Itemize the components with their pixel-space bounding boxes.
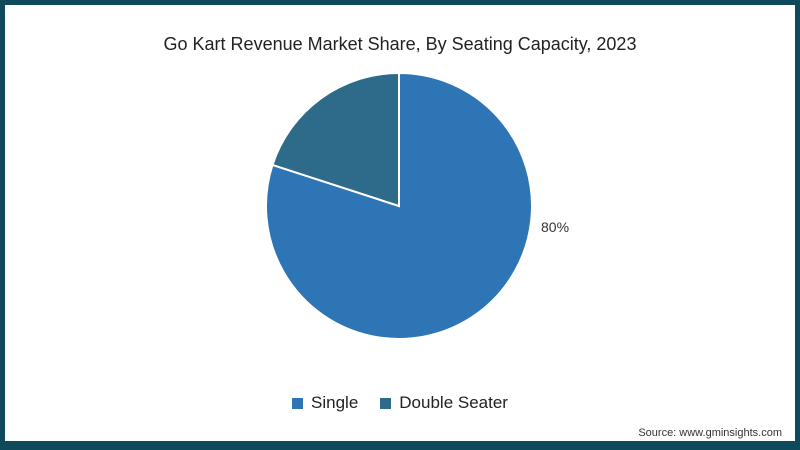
source-note: Source: www.gminsights.com [638,427,782,439]
legend-item-single: Single [292,393,358,413]
legend-label: Double Seater [399,393,508,412]
pie-slice-double-seater [271,71,400,208]
legend-swatch-double-seater [380,397,392,409]
data-label-single: 80% [541,219,570,235]
chart-title: Go Kart Revenue Market Share, By Seating… [163,34,637,54]
legend-label: Single [311,393,359,412]
legend-swatch-single [292,397,304,409]
legend-item-double-seater: Double Seater [380,393,508,413]
legend: Single Double Seater [0,393,800,413]
